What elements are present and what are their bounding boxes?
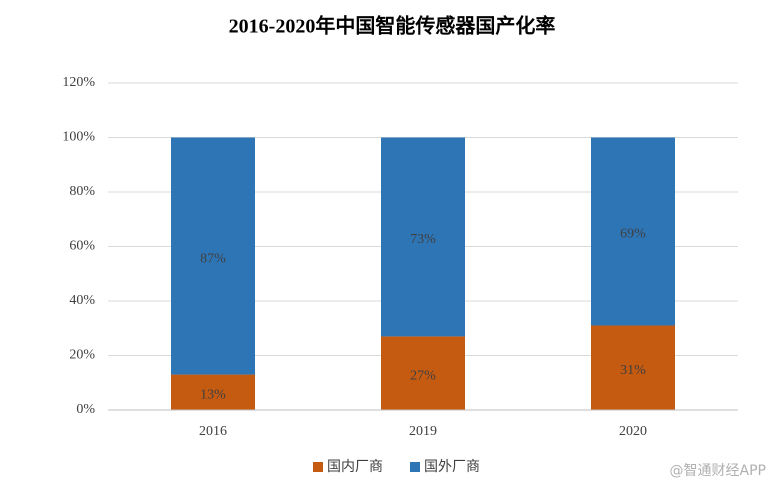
bar-segment [381, 336, 465, 410]
watermark: @智通财经APP [670, 463, 766, 479]
y-tick-label: 100% [62, 130, 95, 145]
legend-swatch [410, 462, 420, 472]
y-tick-label: 80% [69, 184, 95, 199]
legend-label: 国外厂商 [424, 459, 480, 475]
bar-segment [171, 137, 255, 375]
y-tick-label: 0% [76, 402, 95, 417]
legend-swatch [313, 462, 323, 472]
bar-segment [171, 374, 255, 410]
data-label: 87% [200, 251, 226, 266]
y-tick-label: 120% [62, 75, 95, 90]
bar-segment [591, 325, 675, 410]
data-label: 73% [410, 232, 436, 247]
bar-segment [591, 137, 675, 326]
data-label: 31% [620, 363, 646, 378]
x-tick-label: 2016 [199, 424, 227, 439]
y-tick-label: 40% [69, 293, 95, 308]
bar-segment [381, 137, 465, 337]
chart-title: 2016-2020年中国智能传感器国产化率 [229, 14, 556, 38]
data-label: 69% [620, 227, 646, 242]
y-tick-label: 20% [69, 348, 95, 363]
legend-label: 国内厂商 [327, 459, 383, 475]
x-tick-label: 2019 [409, 424, 437, 439]
y-tick-label: 60% [69, 239, 95, 254]
x-tick-label: 2020 [619, 424, 647, 439]
data-label: 13% [200, 388, 226, 403]
data-label: 27% [410, 368, 436, 383]
